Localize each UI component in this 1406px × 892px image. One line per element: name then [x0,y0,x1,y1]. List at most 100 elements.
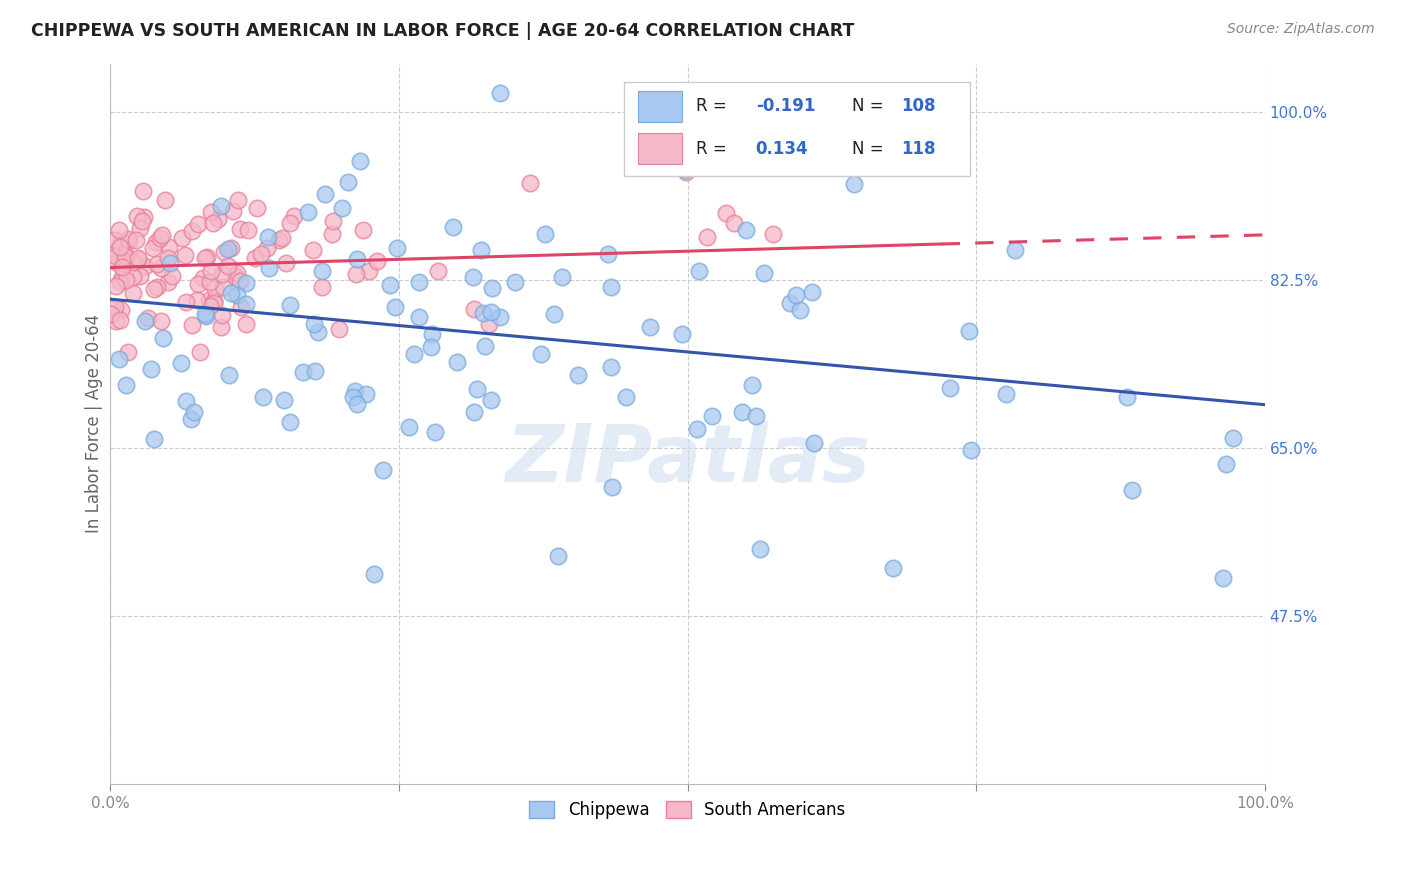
Point [489,310,512,325]
Point [149,314,172,328]
Point [141,362,163,376]
Point [291,365,314,379]
Point [731,405,754,419]
Point [567,368,589,382]
Point [882,561,904,575]
Point [236,222,259,236]
Point [474,339,496,353]
Point [939,381,962,395]
Point [111,270,134,285]
Point [209,199,232,213]
Point [104,300,127,314]
Point [170,356,193,370]
Point [198,299,221,313]
Point [202,296,225,310]
Point [110,236,132,251]
Point [423,425,446,439]
Point [207,211,229,226]
Point [195,250,218,264]
Text: N =: N = [852,97,889,115]
Point [734,223,756,237]
Point [136,310,159,325]
Point [170,231,193,245]
Point [408,275,430,289]
Point [352,223,374,237]
Point [363,566,385,581]
Point [180,411,202,425]
Point [700,409,723,424]
Point [143,282,166,296]
Point [194,252,217,266]
Point [481,392,503,407]
Point [217,259,239,273]
Point [101,301,124,316]
Point [314,187,336,202]
Point [359,264,381,278]
Text: Source: ZipAtlas.com: Source: ZipAtlas.com [1227,22,1375,37]
Point [638,319,661,334]
Point [470,243,492,257]
Point [398,420,420,434]
Point [181,224,204,238]
Point [121,269,143,284]
Point [111,260,134,274]
Point [280,415,302,429]
Point [530,347,553,361]
Point [204,282,226,296]
Point [994,387,1017,401]
Point [201,216,224,230]
Point [723,216,745,230]
Point [481,280,503,294]
Point [134,314,156,328]
Point [599,359,621,374]
Point [104,249,127,263]
Point [132,184,155,198]
Point [122,286,145,301]
Point [225,266,247,280]
Point [200,205,222,219]
Point [108,240,131,254]
Point [117,232,139,246]
Point [748,541,770,556]
Point [173,248,195,262]
Point [344,267,367,281]
Point [311,263,333,277]
Point [132,210,155,224]
Point [225,288,247,302]
FancyBboxPatch shape [638,91,682,122]
Point [174,294,197,309]
Point [402,346,425,360]
Point [551,270,574,285]
Point [156,251,179,265]
Point [803,436,825,450]
Point [246,201,269,215]
Point [465,382,488,396]
Point [118,234,141,248]
Point [671,326,693,341]
Point [921,157,943,171]
Point [503,275,526,289]
Point [673,163,696,178]
Point [441,220,464,235]
Point [108,313,131,327]
Point [614,390,637,404]
Point [342,390,364,404]
Point [231,300,253,314]
Point [257,230,280,244]
Point [600,480,623,494]
Point [344,384,367,399]
Point [243,251,266,265]
Point [152,227,174,242]
Y-axis label: In Labor Force | Age 20-64: In Labor Force | Age 20-64 [86,314,103,533]
Point [115,273,138,287]
Point [209,320,232,334]
Point [461,270,484,285]
Point [1116,390,1139,404]
Point [129,221,152,235]
Point [336,175,359,189]
Point [419,340,441,354]
Text: N =: N = [852,139,889,158]
Point [108,276,131,290]
Point [479,304,502,318]
Point [328,322,350,336]
